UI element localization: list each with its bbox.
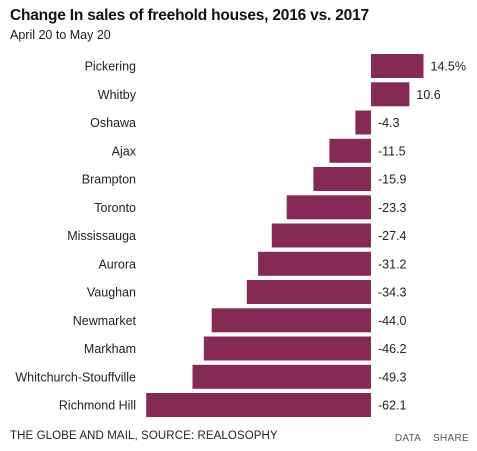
value-label: -4.3 bbox=[378, 116, 400, 130]
bar-whitchurch-stouffville bbox=[192, 364, 371, 389]
value-label: -34.3 bbox=[378, 286, 407, 300]
category-label: Brampton bbox=[82, 173, 136, 187]
bar-oshawa bbox=[355, 110, 371, 135]
value-label: -23.3 bbox=[378, 201, 407, 215]
source-credit: THE GLOBE AND MAIL, SOURCE: REALOSOPHY bbox=[10, 430, 278, 442]
value-label: 10.6 bbox=[416, 88, 440, 102]
value-label: -11.5 bbox=[378, 144, 406, 158]
bar-mississauga bbox=[271, 223, 371, 248]
bar-vaughan bbox=[246, 280, 371, 304]
value-label: -31.2 bbox=[378, 257, 407, 271]
chart-title: Change In sales of freehold houses, 2016… bbox=[10, 7, 369, 24]
bar-pickering bbox=[371, 54, 424, 78]
category-label: Vaughan bbox=[87, 286, 136, 300]
value-label: -62.1 bbox=[378, 399, 407, 413]
value-label: -15.9 bbox=[378, 173, 407, 187]
category-label: Aurora bbox=[98, 257, 136, 271]
bar-whitby bbox=[371, 82, 410, 107]
category-label: Markham bbox=[84, 342, 136, 356]
data-button[interactable]: DATA bbox=[394, 433, 422, 444]
bar-ajax bbox=[329, 138, 371, 163]
category-label: Richmond Hill bbox=[59, 399, 136, 413]
bar-aurora bbox=[258, 251, 371, 276]
value-label: -27.4 bbox=[378, 229, 407, 243]
value-label: 14.5% bbox=[431, 60, 466, 74]
bar-richmond-hill bbox=[146, 393, 371, 417]
bar-newmarket bbox=[211, 308, 371, 333]
chart-subtitle: April 20 to May 20 bbox=[10, 28, 111, 42]
category-label: Newmarket bbox=[73, 314, 137, 328]
value-label: -46.2 bbox=[378, 342, 407, 356]
bar-brampton bbox=[313, 167, 371, 191]
category-label: Toronto bbox=[94, 201, 136, 215]
category-label: Ajax bbox=[112, 144, 137, 158]
category-label: Whitby bbox=[98, 88, 137, 102]
category-label: Mississauga bbox=[67, 229, 136, 243]
category-label: Pickering bbox=[85, 60, 136, 74]
category-label: Oshawa bbox=[90, 116, 136, 130]
value-label: -49.3 bbox=[378, 370, 407, 384]
bar-toronto bbox=[286, 195, 371, 220]
category-label: Whitchurch-Stouffville bbox=[15, 370, 136, 384]
value-label: -44.0 bbox=[378, 314, 407, 328]
share-button[interactable]: SHARE bbox=[433, 433, 469, 444]
bar-markham bbox=[203, 336, 371, 361]
chart-actions: DATA SHARE bbox=[386, 433, 469, 444]
